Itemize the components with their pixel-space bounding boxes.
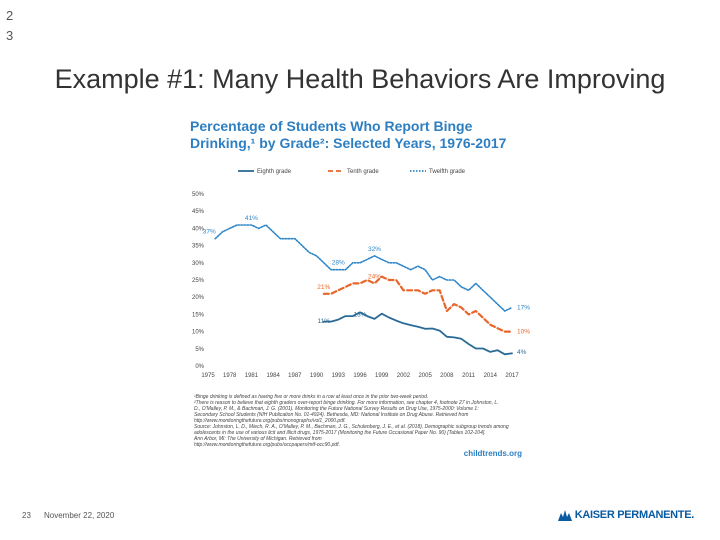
y-tick-label: 35% (192, 244, 205, 250)
y-tick-label: 25% (192, 278, 205, 284)
childtrends-logo[interactable]: childtrends.org (463, 449, 522, 458)
data-label: 24% (368, 273, 381, 280)
kaiser-logo-text: KAISER PERMANENTE. (574, 509, 695, 521)
chart-footnotes: ¹Binge drinking is defined as having fiv… (194, 394, 509, 448)
slide-title: Example #1: Many Health Behaviors Are Im… (54, 64, 666, 94)
data-label: 28% (332, 260, 345, 267)
chart-title: Percentage of Students Who Report Binge … (190, 118, 507, 151)
chart-card: Percentage of Students Who Report Binge … (182, 112, 534, 474)
data-label: 11% (318, 318, 331, 325)
y-tick-label: 45% (192, 209, 205, 215)
data-label: 17% (517, 305, 530, 312)
series-line (322, 275, 514, 333)
x-tick-label: 1996 (353, 373, 367, 379)
x-tick-label: 2017 (505, 373, 519, 379)
y-tick-label: 5% (195, 347, 204, 353)
kaiser-logo-icon (557, 510, 572, 522)
x-tick-label: 1978 (223, 373, 237, 379)
page-number: 23 (22, 511, 31, 520)
kaiser-permanente-logo: KAISER PERMANENTE. (557, 509, 695, 522)
line-chart: 0% 5% 10% 15% 20% 25% 30% 35% 40% 45% 50% 1975 1978 1… (192, 169, 530, 379)
x-tick-label: 1987 (288, 373, 302, 379)
x-tick-label: 1993 (332, 373, 346, 379)
data-label: 37% (203, 229, 216, 236)
x-tick-label: 1975 (201, 373, 215, 379)
series-line (214, 224, 513, 312)
x-tick-label: 2002 (397, 373, 411, 379)
data-label: 32% (368, 246, 381, 253)
y-tick-label: 30% (192, 261, 205, 267)
y-tick-label: 50% (192, 192, 205, 198)
data-label: 41% (245, 215, 258, 222)
x-tick-label: 2014 (484, 373, 498, 379)
y-tick-label: 40% (192, 226, 205, 232)
x-tick-label: 1981 (245, 373, 259, 379)
x-tick-label: 1984 (266, 373, 280, 379)
data-label: 13% (353, 311, 366, 318)
legend-label: Eighth grade (257, 169, 292, 175)
y-tick-label: 0% (195, 364, 204, 370)
x-tick-label: 2008 (440, 373, 454, 379)
legend-label: Twelfth grade (429, 169, 466, 175)
legend-label: Tenth grade (347, 169, 379, 175)
series-line (322, 311, 513, 356)
data-label: 21% (317, 284, 330, 291)
slide-corner-number: 2 3 (6, 8, 14, 43)
data-label: 4% (517, 349, 527, 356)
x-tick-label: 2005 (418, 373, 432, 379)
x-tick-label: 1999 (375, 373, 389, 379)
slide-date: November 22, 2020 (44, 511, 115, 520)
data-label: 10% (517, 329, 530, 336)
x-tick-label: 2011 (462, 373, 476, 379)
y-tick-label: 20% (192, 295, 205, 301)
y-tick-label: 15% (192, 312, 205, 318)
x-tick-label: 1990 (310, 373, 324, 379)
y-tick-label: 10% (192, 330, 205, 336)
